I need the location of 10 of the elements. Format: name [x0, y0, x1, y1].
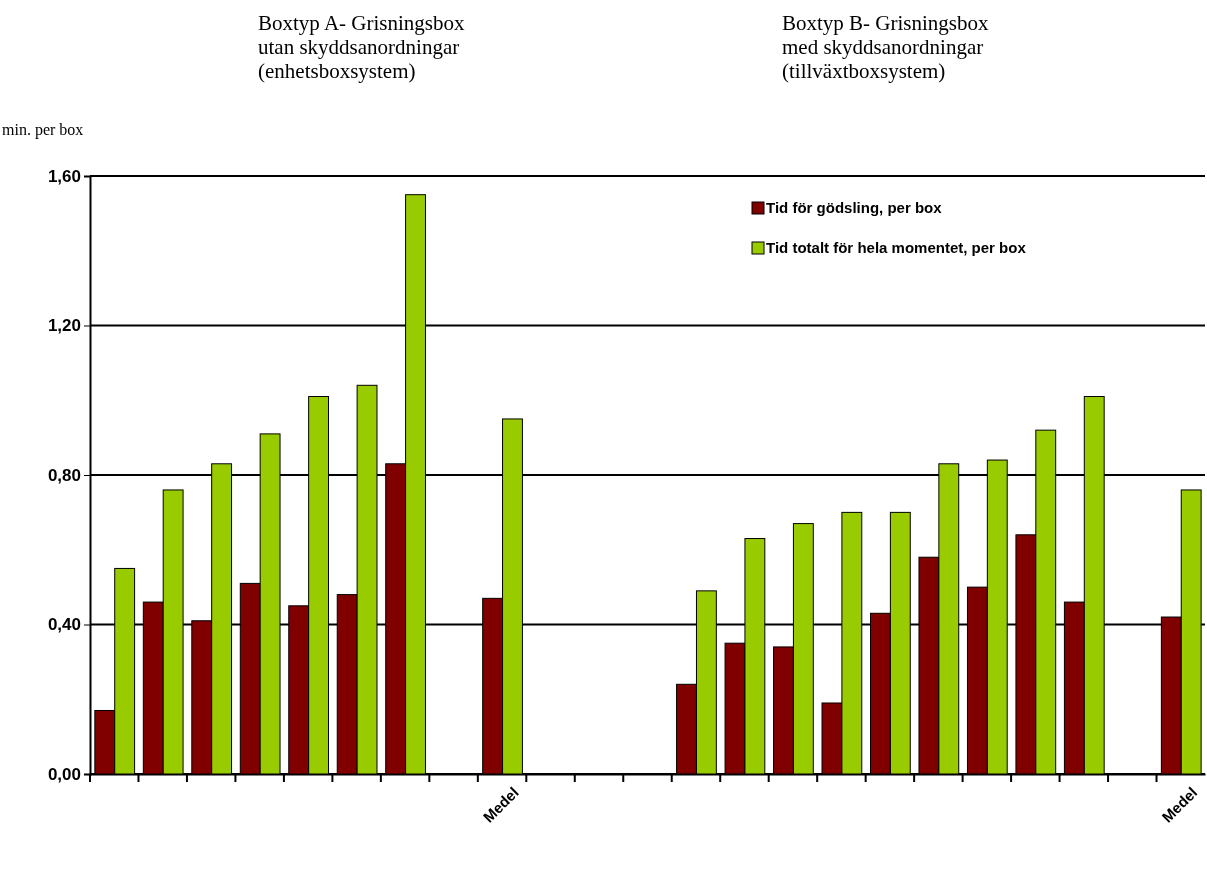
y-tick-label: 0,80: [47, 465, 81, 485]
y-tick-label: 0,40: [47, 615, 81, 635]
legend-label: Tid för gödsling, per box: [766, 199, 943, 216]
y-tick-label: 1,20: [47, 316, 81, 336]
legend-label: Tid totalt för hela momentet, per box: [766, 239, 1027, 256]
y-tick-label: 1,60: [47, 166, 81, 186]
y-tick-label: 0,00: [47, 764, 81, 784]
y-axis-title: min. per box: [2, 121, 84, 139]
text: Boxtyp A- Grisningsbox utan skyddsanordningar (enhetsboxsystem): [258, 11, 466, 83]
text: Boxtyp B- Grisningsbox med skyddsanordningar (tillväxtboxsystem): [782, 11, 990, 83]
